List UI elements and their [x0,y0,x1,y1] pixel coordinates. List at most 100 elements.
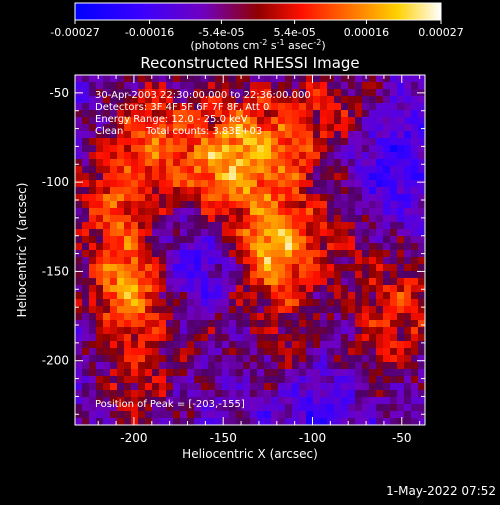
heatmap-cell [82,383,90,391]
heatmap-cell [208,390,216,398]
heatmap-cell [250,397,258,405]
heatmap-cell [327,180,335,188]
heatmap-cell [194,236,202,244]
heatmap-cell [376,166,384,174]
heatmap-cell [117,341,125,349]
heatmap-cell [236,145,244,153]
heatmap-cell [404,82,412,90]
heatmap-cell [355,117,363,125]
heatmap-cell [82,82,90,90]
heatmap-cell [180,404,188,412]
heatmap-cell [243,299,251,307]
heatmap-cell [75,390,83,398]
heatmap-cell [89,159,97,167]
heatmap-cell [376,236,384,244]
heatmap-cell [89,110,97,118]
heatmap-cell [390,327,398,335]
heatmap-cell [131,348,139,356]
heatmap-cell [327,201,335,209]
heatmap-cell [257,89,265,97]
heatmap-cell [411,348,419,356]
heatmap-cell [82,355,90,363]
heatmap-cell [404,418,412,425]
heatmap-cell [264,278,272,286]
heatmap-cell [411,376,419,384]
heatmap-cell [173,131,181,139]
heatmap-cell [166,236,174,244]
heatmap-cell [159,229,167,237]
heatmap-cell [215,215,223,223]
heatmap-cell [96,348,104,356]
heatmap-cell [278,306,286,314]
heatmap-cell [89,96,97,104]
heatmap-cell [299,257,307,265]
heatmap-cell [222,110,230,118]
heatmap-cell [236,278,244,286]
heatmap-cell [327,103,335,111]
heatmap-cell [243,187,251,195]
heatmap-cell [138,362,146,370]
heatmap-cell [96,96,104,104]
heatmap-cell [348,341,356,349]
heatmap-cell [313,166,321,174]
heatmap-cell [110,110,118,118]
heatmap-cell [194,376,202,384]
heatmap-cell [341,334,349,342]
heatmap-cell [334,285,342,293]
heatmap-cell [201,236,209,244]
heatmap-cell [159,334,167,342]
heatmap-cell [236,194,244,202]
heatmap-cell [201,138,209,146]
heatmap-cell [124,383,132,391]
heatmap-cell [152,390,160,398]
heatmap-cell [110,404,118,412]
heatmap-cell [229,355,237,363]
heatmap-cell [96,152,104,160]
heatmap-cell [145,243,153,251]
heatmap-cell [404,313,412,321]
heatmap-cell [229,271,237,279]
heatmap-cell [348,96,356,104]
heatmap-cell [75,376,83,384]
heatmap-cell [257,201,265,209]
heatmap-cell [131,362,139,370]
heatmap-cell [194,390,202,398]
heatmap-cell [187,376,195,384]
heatmap-cell [313,250,321,258]
heatmap-cell [75,362,83,370]
heatmap-cell [194,138,202,146]
heatmap-cell [215,411,223,419]
heatmap-cell [271,257,279,265]
heatmap-cell [327,89,335,97]
heatmap-cell [285,117,293,125]
heatmap-cell [257,166,265,174]
heatmap-cell [292,376,300,384]
heatmap-cell [243,418,251,425]
heatmap-cell [201,96,209,104]
heatmap-cell [173,187,181,195]
heatmap-cell [138,180,146,188]
heatmap-cell [180,341,188,349]
heatmap-cell [173,173,181,181]
heatmap-cell [250,369,258,377]
heatmap-cell [187,313,195,321]
heatmap-cell [362,362,370,370]
heatmap-cell [397,264,405,272]
heatmap-cell [138,222,146,230]
heatmap-cell [404,243,412,251]
heatmap-cell [418,404,425,412]
heatmap-cell [376,194,384,202]
heatmap-cell [418,299,425,307]
heatmap-cell [173,285,181,293]
heatmap-cell [348,390,356,398]
heatmap-cell [292,117,300,125]
heatmap-cell [355,208,363,216]
heatmap-cell [138,369,146,377]
heatmap-cell [138,418,146,425]
heatmap-cell [180,166,188,174]
heatmap-cell [411,110,419,118]
heatmap-cell [124,180,132,188]
heatmap-cell [383,187,391,195]
heatmap-cell [250,124,258,132]
heatmap-cell [271,264,279,272]
